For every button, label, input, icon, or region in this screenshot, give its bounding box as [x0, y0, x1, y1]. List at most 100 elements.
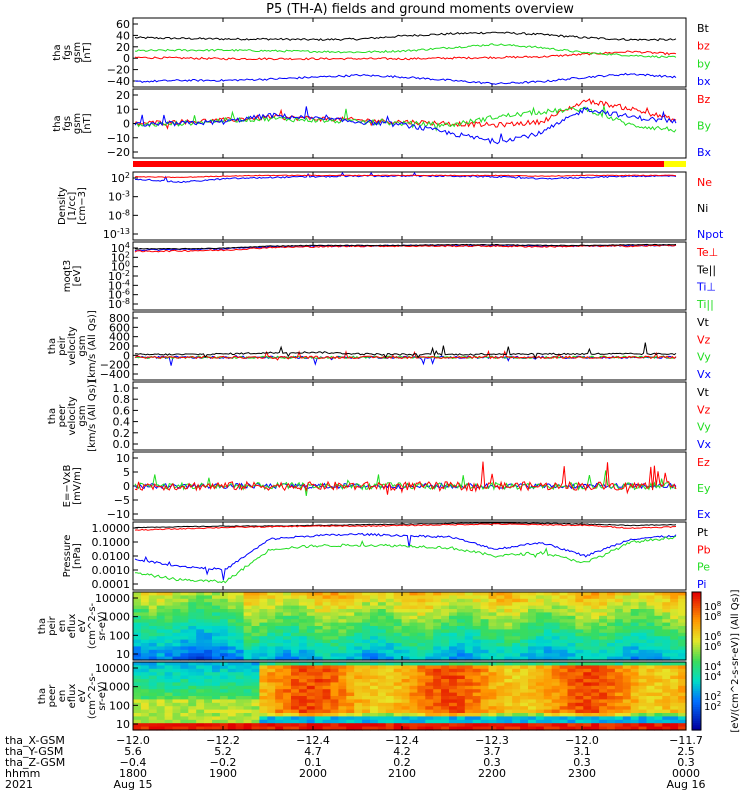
spectrogram-cell [559, 609, 569, 613]
spectrogram-cell [370, 665, 379, 670]
spectrogram-cell [583, 719, 592, 724]
spectrogram-cell [662, 598, 671, 603]
spectrogram-cell [591, 619, 600, 624]
pressure-tick-label: 0.0100 [92, 550, 131, 563]
spectrogram-cell [148, 713, 158, 717]
spectrogram-cell [583, 649, 592, 654]
colorbar-cell [692, 727, 701, 731]
spectrogram-cell [133, 622, 142, 627]
spectrogram-cell [322, 716, 332, 721]
spectrogram-cell [385, 679, 395, 683]
spectrogram-cell [314, 636, 324, 641]
spectrogram-cell [346, 679, 355, 683]
spectrogram-cell [267, 702, 276, 707]
spectrogram-cell [575, 643, 584, 647]
peir-vel-ylabel: peir [57, 335, 68, 355]
spectrogram-cell [140, 615, 150, 620]
spectrogram-cell [456, 685, 466, 690]
spectrogram-cell [456, 706, 466, 711]
spectrogram-cell [212, 629, 221, 634]
spectrogram-cell [393, 632, 403, 637]
spectrogram-cell [456, 665, 466, 670]
spectrogram-cell [148, 702, 158, 707]
spectrogram-cell [227, 643, 237, 647]
spectrogram-cell [622, 629, 632, 634]
spectrogram-cell [362, 716, 371, 721]
spectrogram-cell [449, 709, 458, 714]
spectrogram-cell [164, 726, 174, 731]
fgs-ylabel: tha [52, 44, 63, 60]
spectrogram-cell [133, 692, 142, 697]
spectrogram-cell [235, 726, 245, 731]
spectrogram-cell [646, 679, 655, 683]
spectrogram-cell [409, 665, 418, 670]
spectrogram-cell [425, 702, 434, 707]
spectrogram-cell [599, 639, 608, 644]
spectrogram-cell [607, 679, 616, 683]
spectrogram-cell [283, 612, 292, 617]
fgs-legend-black: Bt [697, 22, 710, 35]
spectrogram-cell [219, 649, 229, 654]
spectrogram-cell [528, 656, 537, 661]
spectrogram-cell [275, 692, 284, 697]
colorbar-cell [692, 651, 701, 655]
spectrogram-cell [275, 668, 284, 673]
spectrogram-cell [559, 598, 569, 603]
spectrogram-cell [346, 626, 355, 630]
spectrogram-cell [180, 692, 189, 697]
spectrogram-cell [275, 672, 284, 677]
spectrogram-cell [235, 719, 245, 724]
spectrogram-cell [212, 602, 221, 607]
spectrogram-cell [306, 636, 316, 641]
spectrogram-cell [638, 709, 648, 714]
spectrogram-cell [480, 706, 490, 711]
spectrogram-cell [227, 662, 237, 666]
spectrogram-cell [496, 662, 505, 666]
spectrogram-cell [196, 709, 205, 714]
spectrogram-cell [535, 685, 545, 690]
spectrogram-cell [449, 595, 458, 600]
spectrogram-cell [259, 598, 268, 603]
spectrogram-cell [338, 612, 347, 617]
spectrogram-cell [575, 602, 584, 607]
spectrogram-cell [559, 689, 569, 694]
spectrogram-cell [670, 716, 679, 721]
spectrogram-cell [409, 643, 418, 647]
spectrogram-cell [433, 696, 442, 700]
spectrogram-cell [559, 668, 569, 673]
spectrogram-cell [488, 719, 497, 724]
spectrogram-cell [156, 629, 166, 634]
spectrogram-cell [235, 649, 245, 654]
spectrogram-cell [346, 689, 355, 694]
spectrogram-cell [140, 692, 150, 697]
spectrogram-cell [219, 699, 229, 704]
spectrogram-cell [172, 598, 181, 603]
spectrogram-cell [543, 598, 553, 603]
spectrogram-cell [575, 639, 584, 644]
spectrogram-cell [591, 605, 600, 610]
spectrogram-cell [219, 609, 229, 613]
spectrogram-cell [480, 598, 490, 603]
spectrogram-cell [567, 682, 576, 687]
spectrogram-cell [259, 709, 268, 714]
spectrogram-cell [148, 592, 158, 596]
spectrogram-cell [338, 706, 347, 711]
spectrogram-cell [314, 699, 324, 704]
spectrogram-cell [496, 675, 505, 680]
spectrogram-cell [283, 706, 292, 711]
spectrogram-cell [298, 612, 308, 617]
spectrogram-cell [567, 675, 576, 680]
spectrogram-cell [298, 672, 308, 677]
spectrogram-cell [575, 668, 584, 673]
spectrogram-cell [512, 706, 521, 711]
spectrogram-cell [148, 602, 158, 607]
spectrogram-cell [393, 723, 403, 728]
spectrogram-cell [425, 619, 434, 624]
spectrogram-cell [535, 649, 545, 654]
spectrogram-cell [156, 699, 166, 704]
spectrogram-cell [646, 672, 655, 677]
spectrogram-cell [283, 656, 292, 661]
spectrogram-cell [654, 626, 663, 630]
spectrogram-cell [393, 679, 403, 683]
spectrogram-cell [559, 692, 569, 697]
